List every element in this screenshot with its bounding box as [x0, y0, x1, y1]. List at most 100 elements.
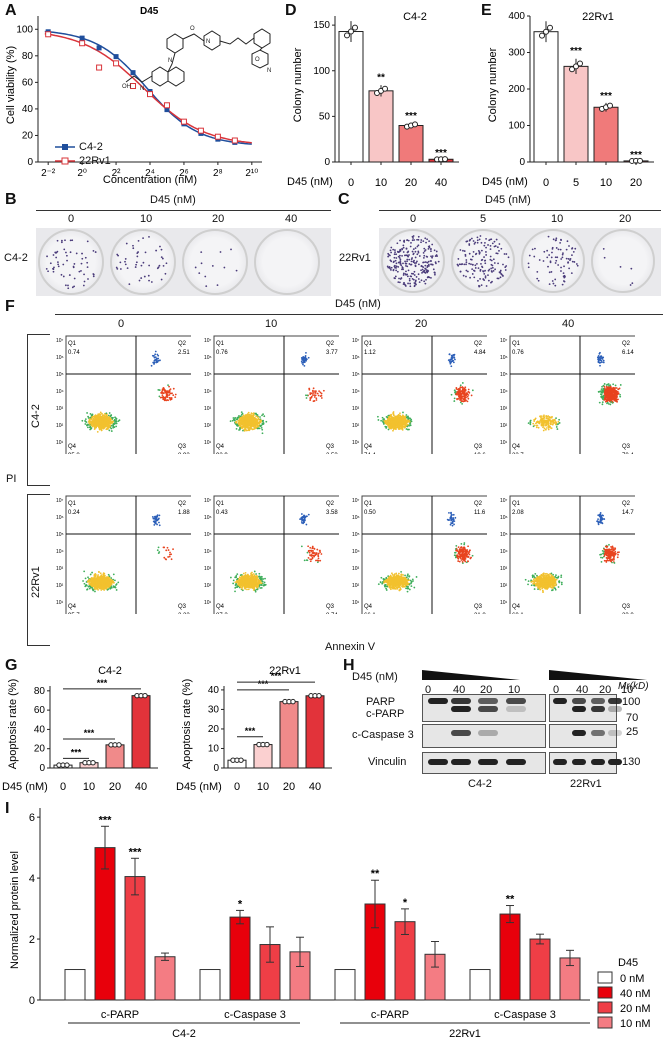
event [232, 579, 235, 582]
colony [547, 235, 550, 238]
y-tick-label: 100 [508, 121, 525, 132]
axis-tick: 10⁷ [204, 338, 212, 344]
colony [390, 251, 393, 254]
event [89, 418, 91, 420]
colony [423, 250, 426, 253]
event [602, 359, 605, 362]
colony [393, 260, 395, 263]
colony [560, 258, 563, 260]
quadrant-value: 92.9 [216, 453, 228, 454]
event [450, 365, 453, 368]
quadrant-value: 8.92 [178, 453, 190, 454]
event [532, 425, 535, 428]
event [409, 417, 412, 420]
event [314, 391, 316, 394]
event [463, 390, 466, 393]
colony [56, 250, 59, 253]
event [407, 415, 409, 418]
event [251, 587, 254, 590]
event [168, 394, 171, 396]
colony [559, 248, 562, 251]
colony [148, 279, 150, 282]
colony [402, 272, 405, 275]
colony [487, 244, 489, 246]
event [555, 417, 557, 420]
quadrant-name: Q4 [68, 604, 77, 610]
event [461, 402, 464, 405]
event [467, 388, 470, 391]
colony [389, 267, 391, 270]
event [254, 427, 257, 429]
axis-tick: 10¹ [352, 440, 360, 446]
colony [548, 283, 551, 285]
event [381, 420, 384, 423]
event [153, 361, 156, 364]
event [250, 426, 253, 428]
colony [425, 255, 428, 258]
colony [402, 251, 405, 253]
colony [406, 265, 409, 268]
event [104, 574, 106, 577]
event [540, 415, 543, 418]
event [605, 389, 608, 392]
colony [537, 279, 540, 282]
quadrant-value: 4.84 [474, 350, 486, 356]
colony [536, 270, 539, 273]
event [601, 361, 603, 364]
colony [477, 279, 479, 282]
event [265, 420, 268, 423]
event [158, 521, 160, 524]
colony [631, 282, 634, 285]
axis-tick: 10¹ [56, 600, 64, 606]
colony [82, 284, 85, 287]
event [99, 425, 102, 428]
event [541, 420, 543, 423]
event [467, 397, 470, 400]
event [235, 427, 238, 430]
event [84, 418, 87, 421]
event [93, 424, 96, 426]
colony [412, 248, 415, 251]
event [163, 556, 166, 559]
event [257, 421, 260, 424]
quadrant-name: Q1 [68, 341, 77, 347]
event [92, 577, 95, 579]
colony [479, 235, 482, 237]
colony [397, 266, 400, 268]
colony [386, 265, 389, 268]
colony [465, 259, 468, 261]
colony [392, 248, 395, 251]
event [156, 523, 159, 526]
event [232, 582, 235, 585]
event [245, 425, 248, 427]
dose-header: D45 (nM) [485, 194, 531, 206]
dose-label: 0 [543, 177, 549, 189]
event [609, 391, 612, 394]
quadrant-value: 3.77 [326, 350, 338, 356]
colony [406, 258, 409, 261]
event [247, 422, 249, 425]
event [163, 387, 165, 390]
y-tick-label: 200 [508, 84, 525, 95]
event [157, 389, 160, 391]
event [399, 412, 401, 415]
event [388, 415, 391, 418]
event [549, 416, 551, 419]
event [163, 390, 166, 392]
colony [395, 269, 398, 272]
event [107, 588, 110, 591]
event [261, 432, 264, 435]
event [390, 420, 393, 423]
event [389, 425, 392, 428]
event [607, 402, 610, 405]
colony [405, 270, 407, 273]
colony [552, 282, 555, 285]
colony [478, 238, 481, 241]
event [244, 426, 247, 429]
colony [390, 266, 393, 269]
event [154, 517, 157, 519]
event [461, 382, 464, 384]
colony [399, 258, 402, 261]
colony [417, 235, 420, 238]
event [259, 419, 262, 422]
